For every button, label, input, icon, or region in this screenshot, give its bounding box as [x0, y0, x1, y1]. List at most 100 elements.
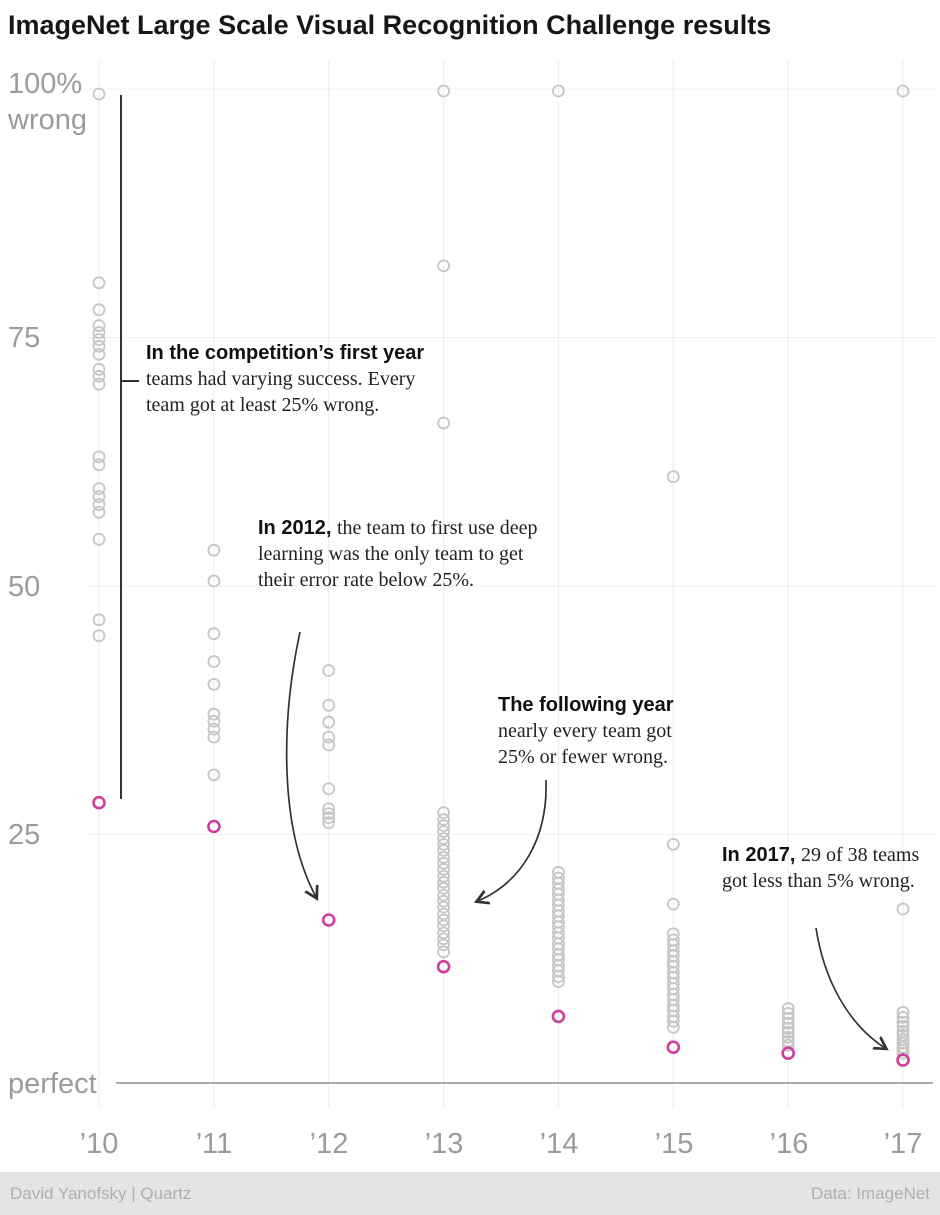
team-result-point	[781, 1038, 795, 1052]
team-result-point	[781, 1030, 795, 1044]
team-result-point	[437, 825, 451, 838]
winner-points-layer	[92, 795, 910, 1067]
team-result-point	[207, 707, 221, 721]
y-axis-top-label: 100% wrong	[8, 66, 87, 138]
team-result-point	[322, 802, 336, 816]
team-result-point	[666, 470, 680, 484]
footer-bar: David Yanofsky | Quartz Data: ImageNet	[0, 1172, 940, 1215]
annotation-following-year-body: nearly every team got 25% or fewer wrong…	[498, 720, 672, 768]
team-result-point	[666, 838, 680, 851]
team-result-point	[322, 782, 336, 796]
team-result-point	[322, 664, 336, 677]
x-label-2012: ’12	[309, 1128, 349, 1160]
team-result-point	[322, 715, 336, 729]
annotation-first-year-body: teams had varying success. Every team go…	[146, 368, 416, 416]
team-result-point	[437, 259, 451, 273]
team-result-point	[322, 730, 336, 744]
team-result-point	[437, 913, 451, 927]
footer-credit: David Yanofsky | Quartz	[10, 1183, 192, 1203]
team-result-point	[896, 1019, 910, 1033]
y-tick-75: 75	[8, 322, 41, 354]
team-result-point	[207, 655, 221, 668]
team-result-point	[666, 1020, 680, 1034]
team-result-point	[781, 1025, 795, 1039]
team-result-point	[552, 975, 565, 988]
winner-result-point	[666, 1040, 681, 1054]
team-result-point	[92, 482, 106, 496]
team-result-point	[437, 945, 451, 959]
annotation-first-year-lead: In the competition’s first year	[146, 342, 425, 364]
team-result-point	[437, 844, 451, 857]
annotation-2017: In 2017, 29 of 38 teams got less than 5%…	[722, 842, 922, 894]
team-result-point	[781, 1007, 795, 1020]
y-axis-wrong-label: wrong	[8, 104, 87, 136]
team-result-point	[92, 377, 106, 391]
y-axis-perfect-label: perfect	[8, 1068, 97, 1100]
team-result-point	[92, 629, 106, 643]
x-label-2013: ’13	[424, 1128, 464, 1160]
team-points-layer	[92, 84, 910, 1060]
y-tick-50: 50	[8, 571, 41, 603]
annotation-first-year: In the competition’s first year teams ha…	[146, 340, 431, 418]
y-tick-25: 25	[8, 819, 41, 851]
team-result-point	[437, 919, 451, 933]
team-result-point	[322, 807, 336, 820]
team-result-point	[92, 276, 106, 290]
team-result-point	[437, 819, 451, 832]
team-result-point	[437, 932, 451, 946]
team-result-point	[437, 938, 451, 952]
team-result-point	[437, 881, 451, 895]
annotation-2012: In 2012, the team to first use deep lear…	[258, 515, 558, 593]
team-result-point	[92, 458, 106, 472]
team-result-point	[437, 894, 451, 908]
team-result-point	[781, 1002, 795, 1015]
team-result-point	[437, 84, 451, 98]
range-bracket-2010	[120, 95, 139, 799]
team-result-point	[92, 87, 106, 101]
x-label-2015: ’15	[654, 1128, 694, 1160]
team-result-point	[437, 806, 451, 819]
team-result-point	[92, 490, 106, 503]
team-result-point	[92, 532, 106, 546]
x-label-2017: ’17	[883, 1128, 923, 1160]
team-result-point	[207, 543, 221, 557]
team-result-point	[322, 698, 336, 712]
team-result-point	[896, 1006, 910, 1019]
team-result-point	[207, 730, 221, 744]
winner-result-point	[896, 1053, 910, 1067]
y-axis-100-label: 100%	[8, 68, 83, 100]
team-result-point	[92, 506, 106, 519]
team-result-point	[92, 333, 106, 346]
team-result-point	[437, 832, 451, 845]
team-result-point	[437, 416, 451, 430]
team-result-point	[437, 900, 451, 914]
annotation-2017-lead: In 2017,	[722, 844, 796, 866]
team-result-point	[781, 1012, 795, 1025]
gridlines	[85, 60, 935, 1108]
team-result-point	[781, 1017, 795, 1030]
team-result-point	[322, 738, 336, 752]
team-result-point	[437, 813, 451, 826]
winner-result-point	[207, 819, 221, 834]
team-result-point	[437, 856, 451, 870]
footer-source: Data: ImageNet	[810, 1183, 930, 1203]
annotation-2012-lead: In 2012,	[258, 517, 332, 539]
winner-result-point	[321, 913, 336, 927]
x-label-2010: ’10	[79, 1128, 119, 1160]
team-result-point	[552, 84, 565, 98]
x-label-2016: ’16	[769, 1128, 809, 1160]
team-result-point	[666, 1015, 680, 1028]
team-result-point	[666, 897, 680, 911]
team-result-point	[896, 1046, 910, 1060]
x-label-2011: ’11	[195, 1128, 233, 1160]
team-result-point	[92, 319, 106, 333]
team-result-point	[92, 326, 106, 339]
arrow-to-2012-winner	[285, 631, 316, 897]
team-result-point	[92, 303, 106, 317]
team-result-point	[207, 574, 221, 588]
annotation-2012-body: the team to first use deep learning was …	[258, 517, 538, 591]
team-result-point	[437, 888, 451, 902]
team-result-point	[92, 347, 106, 361]
